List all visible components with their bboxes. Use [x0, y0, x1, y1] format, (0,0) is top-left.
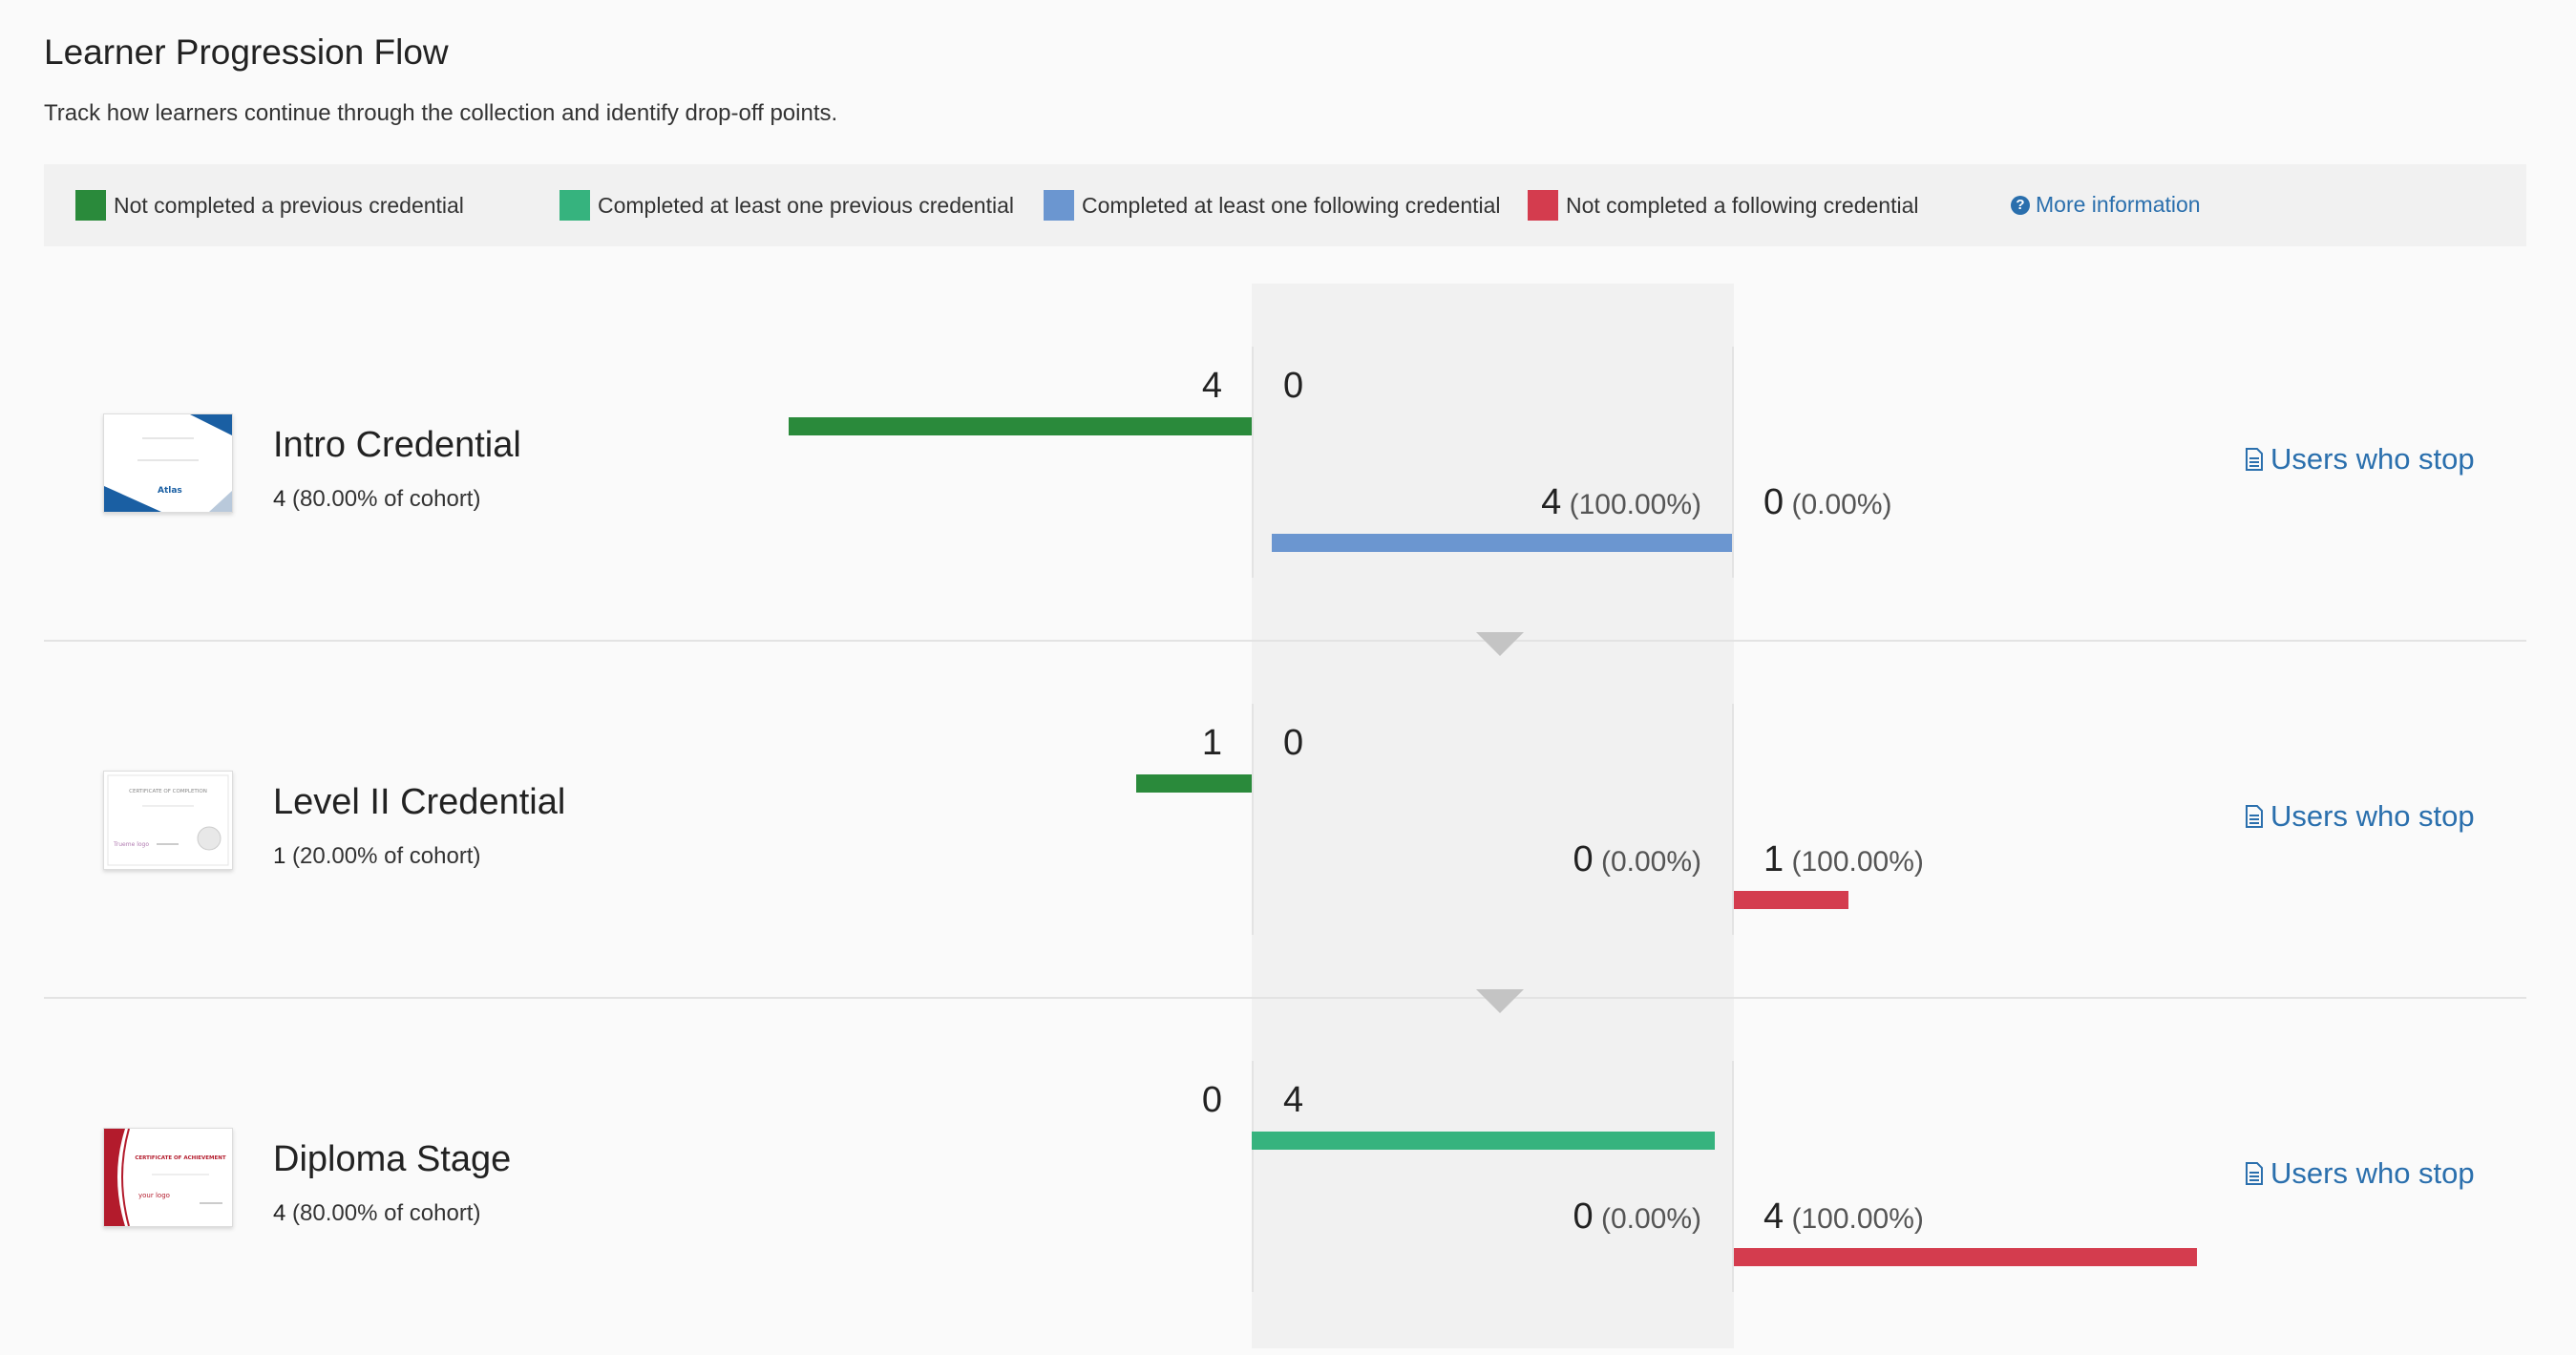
- certificate-preview-icon: CERTIFICATE OF ACHIEVEMENT your logo: [104, 1129, 232, 1226]
- not-completed-previous-bar: [1136, 774, 1252, 793]
- users-who-stop-label: Users who stop: [2270, 1156, 2475, 1190]
- credential-row: Atlas Intro Credential 4 (80.00% of coho…: [0, 284, 2576, 641]
- page-subtitle: Track how learners continue through the …: [44, 100, 838, 126]
- credential-thumbnail[interactable]: Atlas: [103, 413, 233, 513]
- thumbnail-brand: Atlas: [158, 486, 182, 496]
- legend-item-not-completed-previous: Not completed a previous credential: [75, 190, 464, 221]
- legend-item-completed-previous: Completed at least one previous credenti…: [560, 190, 1014, 221]
- completed-following-pct: (0.00%): [1600, 1203, 1701, 1235]
- not-completed-following-stat: 4 (100.00%): [1763, 1196, 1924, 1238]
- legend-label: Completed at least one previous credenti…: [598, 192, 1014, 218]
- credential-thumbnail[interactable]: CERTIFICATE OF COMPLETION Trueme logo: [103, 771, 233, 870]
- credential-count: 1 (20.00% of cohort): [273, 843, 480, 870]
- credential-row: CERTIFICATE OF ACHIEVEMENT your logo Dip…: [0, 998, 2576, 1355]
- credential-cohort: (80.00% of cohort): [292, 1200, 481, 1226]
- not-completed-following-bar: [1734, 891, 1848, 909]
- document-icon: [2246, 805, 2263, 828]
- credential-name: Diploma Stage: [273, 1139, 512, 1179]
- completed-previous-value: 0: [1283, 723, 1304, 763]
- completed-previous-bar: [1252, 1132, 1715, 1150]
- not-completed-following-pct: (100.00%): [1791, 846, 1924, 878]
- completed-previous-value: 4: [1283, 1080, 1304, 1120]
- completed-following-stat: 0 (0.00%): [1337, 839, 1701, 880]
- document-icon: [2246, 448, 2263, 471]
- not-completed-previous-value: 0: [1201, 1080, 1222, 1120]
- credential-cohort: (80.00% of cohort): [292, 486, 481, 512]
- not-completed-following-bar: [1734, 1248, 2197, 1266]
- legend-label: Not completed a following credential: [1566, 192, 1919, 218]
- credential-row: CERTIFICATE OF COMPLETION Trueme logo Le…: [0, 641, 2576, 998]
- row-divider: [44, 997, 2526, 999]
- credential-count: 4 (80.00% of cohort): [273, 486, 480, 513]
- users-who-stop-label: Users who stop: [2270, 799, 2475, 833]
- thumbnail-logo: Trueme logo: [113, 841, 149, 848]
- not-completed-previous-bar: [789, 417, 1252, 435]
- legend: Not completed a previous credential Comp…: [44, 164, 2526, 246]
- legend-item-not-completed-following: Not completed a following credential: [1528, 190, 1918, 221]
- users-who-stop-link[interactable]: Users who stop: [2246, 442, 2475, 476]
- row-divider: [44, 640, 2526, 642]
- more-information-link[interactable]: ? More information: [2011, 192, 2201, 218]
- legend-swatch: [560, 190, 590, 221]
- not-completed-previous-value: 1: [1201, 723, 1222, 763]
- completed-following-bar: [1272, 534, 1732, 552]
- question-circle-icon: ?: [2011, 195, 2030, 215]
- not-completed-following-stat: 0 (0.00%): [1763, 482, 1892, 523]
- more-information-label: More information: [2036, 192, 2201, 217]
- page-title: Learner Progression Flow: [44, 32, 449, 72]
- legend-swatch: [1528, 190, 1558, 221]
- completed-following-value: 0: [1573, 1196, 1594, 1237]
- row-divider-left: [1252, 347, 1254, 578]
- document-icon: [2246, 1162, 2263, 1185]
- legend-item-completed-following: Completed at least one following credent…: [1044, 190, 1501, 221]
- not-completed-following-value: 0: [1763, 482, 1784, 522]
- credential-count-value: 1: [273, 843, 286, 869]
- credential-thumbnail[interactable]: CERTIFICATE OF ACHIEVEMENT your logo: [103, 1128, 233, 1227]
- users-who-stop-label: Users who stop: [2270, 442, 2475, 476]
- completed-following-value: 0: [1573, 839, 1594, 879]
- users-who-stop-link[interactable]: Users who stop: [2246, 799, 2475, 834]
- credential-name: Intro Credential: [273, 425, 521, 465]
- credential-count-value: 4: [273, 1200, 286, 1226]
- credential-count-value: 4: [273, 486, 286, 512]
- legend-swatch: [75, 190, 106, 221]
- arrow-down-icon: [1476, 989, 1524, 1013]
- row-divider-right: [1732, 704, 1734, 935]
- not-completed-following-value: 1: [1763, 839, 1784, 879]
- row-divider-right: [1732, 347, 1734, 578]
- completed-following-stat: 4 (100.00%): [1337, 482, 1701, 523]
- completed-following-pct: (100.00%): [1569, 489, 1701, 520]
- credential-name: Level II Credential: [273, 782, 566, 822]
- credential-cohort: (20.00% of cohort): [292, 843, 481, 869]
- users-who-stop-link[interactable]: Users who stop: [2246, 1156, 2475, 1191]
- thumbnail-title: CERTIFICATE OF COMPLETION: [129, 789, 207, 794]
- completed-following-value: 4: [1541, 482, 1562, 522]
- row-divider-left: [1252, 1061, 1254, 1292]
- thumbnail-logo: your logo: [138, 1192, 170, 1199]
- row-divider-right: [1732, 1061, 1734, 1292]
- not-completed-previous-value: 4: [1201, 366, 1222, 406]
- credential-count: 4 (80.00% of cohort): [273, 1200, 480, 1227]
- arrow-down-icon: [1476, 632, 1524, 656]
- row-divider-left: [1252, 704, 1254, 935]
- certificate-preview-icon: CERTIFICATE OF COMPLETION Trueme logo: [104, 772, 232, 869]
- completed-following-stat: 0 (0.00%): [1337, 1196, 1701, 1238]
- legend-label: Completed at least one following credent…: [1082, 192, 1501, 218]
- not-completed-following-stat: 1 (100.00%): [1763, 839, 1924, 880]
- legend-swatch: [1044, 190, 1074, 221]
- not-completed-following-value: 4: [1763, 1196, 1784, 1237]
- not-completed-following-pct: (100.00%): [1791, 1203, 1924, 1235]
- completed-following-pct: (0.00%): [1600, 846, 1701, 878]
- legend-label: Not completed a previous credential: [114, 192, 464, 218]
- completed-previous-value: 0: [1283, 366, 1304, 406]
- certificate-preview-icon: Atlas: [104, 414, 232, 512]
- center-column-background: [1252, 284, 1734, 1348]
- not-completed-following-pct: (0.00%): [1791, 489, 1892, 520]
- thumbnail-title: CERTIFICATE OF ACHIEVEMENT: [135, 1155, 226, 1161]
